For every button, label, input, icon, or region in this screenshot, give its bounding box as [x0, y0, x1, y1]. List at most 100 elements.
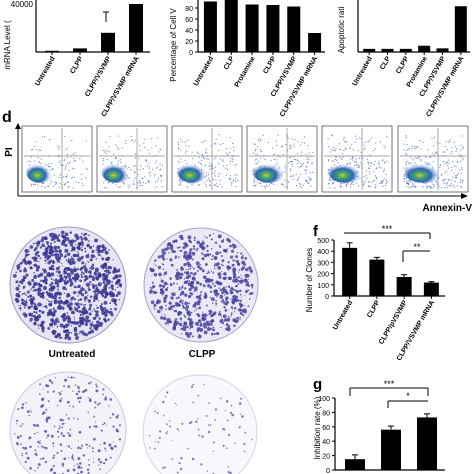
colony [30, 287, 32, 289]
flow-event [73, 157, 75, 160]
colony [91, 447, 94, 450]
colony [76, 310, 79, 313]
flow-event [365, 170, 368, 172]
flow-density [101, 161, 132, 183]
flow-event [159, 168, 161, 170]
colony [67, 385, 71, 388]
colony [43, 269, 47, 274]
colony [63, 292, 66, 294]
colony [28, 437, 30, 440]
colony [82, 265, 87, 269]
flow-event [260, 150, 262, 152]
colony [149, 267, 153, 271]
flow-event [71, 140, 73, 142]
colony [95, 284, 98, 287]
plate-treated-2 [142, 374, 258, 474]
flow-event [149, 171, 152, 173]
flow-event [146, 165, 148, 167]
flow-event [379, 163, 381, 165]
colony [219, 297, 221, 299]
flow-event [448, 162, 450, 164]
bar [287, 6, 301, 52]
colony [87, 288, 89, 290]
colony [72, 259, 74, 261]
colony [195, 313, 197, 315]
flow-event [294, 139, 296, 141]
colony [39, 280, 42, 282]
flow-event [71, 176, 73, 179]
colony [210, 315, 213, 318]
flow-event [144, 175, 146, 177]
colony [35, 311, 38, 314]
flow-event [232, 142, 234, 145]
colony [160, 278, 162, 280]
colony [213, 255, 218, 260]
colony [68, 434, 72, 437]
colony [207, 271, 210, 274]
flow-event [440, 187, 442, 189]
bar [245, 4, 259, 52]
colony [15, 442, 19, 445]
colony [157, 309, 161, 314]
flow-event [254, 185, 256, 187]
colony [178, 256, 180, 259]
colony [184, 315, 187, 318]
colony [78, 430, 82, 434]
flow-event [384, 147, 386, 149]
colony [87, 294, 89, 297]
colony [231, 264, 233, 266]
flow-event [253, 184, 255, 187]
colony [222, 314, 227, 319]
colony [96, 296, 99, 299]
colony [107, 261, 109, 264]
colony [189, 332, 193, 335]
flow-event [334, 149, 336, 151]
colony [200, 463, 203, 466]
colony [81, 444, 84, 447]
colony [229, 290, 234, 295]
colony [98, 464, 100, 466]
colony [166, 283, 169, 285]
flow-event [380, 180, 382, 182]
flow-event [224, 167, 227, 169]
colony [43, 457, 45, 459]
colony [56, 451, 59, 454]
flow-event [134, 171, 136, 174]
colony [92, 437, 96, 441]
flow-event [295, 159, 297, 161]
flow-event [284, 186, 286, 188]
colony [171, 292, 175, 296]
flow-event [210, 165, 212, 167]
flow-event [446, 170, 448, 172]
flow-event [105, 152, 108, 154]
colony [189, 328, 191, 330]
colony [77, 465, 81, 469]
flow-event [375, 184, 377, 186]
colony [221, 260, 224, 262]
colony [48, 294, 52, 298]
colony [29, 317, 33, 322]
colony [179, 317, 183, 320]
colony [155, 264, 157, 267]
colony [87, 260, 89, 262]
colony [99, 444, 101, 446]
flow-event [367, 167, 370, 169]
colony [176, 268, 179, 271]
colony [48, 379, 52, 383]
colony [45, 249, 49, 253]
colony [188, 322, 192, 326]
flow-event [416, 157, 418, 159]
colony [227, 471, 230, 474]
colony [161, 313, 163, 315]
bar [381, 429, 401, 470]
colony [166, 286, 169, 289]
flow-event [215, 143, 217, 145]
plate-untreated [9, 226, 127, 344]
colony [99, 321, 103, 325]
flow-event [382, 159, 384, 161]
colony [99, 468, 101, 471]
flow-event [450, 166, 453, 168]
colony [82, 272, 85, 275]
flow-event [66, 147, 68, 150]
colony [73, 464, 75, 467]
